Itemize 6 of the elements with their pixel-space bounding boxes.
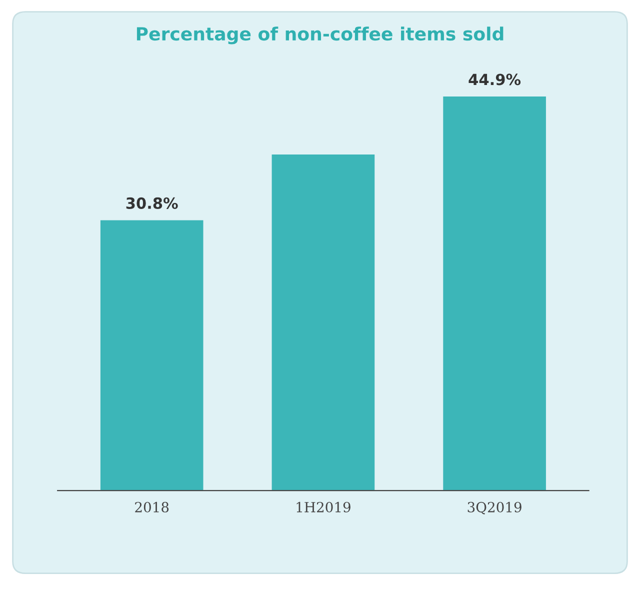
x-tick-label: 2018 xyxy=(135,502,169,512)
x-tick-label: 1H2019 xyxy=(296,502,350,512)
data-label: 30.8% xyxy=(126,197,178,209)
data-label: 44.9% xyxy=(468,74,521,86)
chart-title: Percentage of non-coffee items sold xyxy=(136,26,504,44)
x-tick-label: 3Q2019 xyxy=(468,502,522,514)
